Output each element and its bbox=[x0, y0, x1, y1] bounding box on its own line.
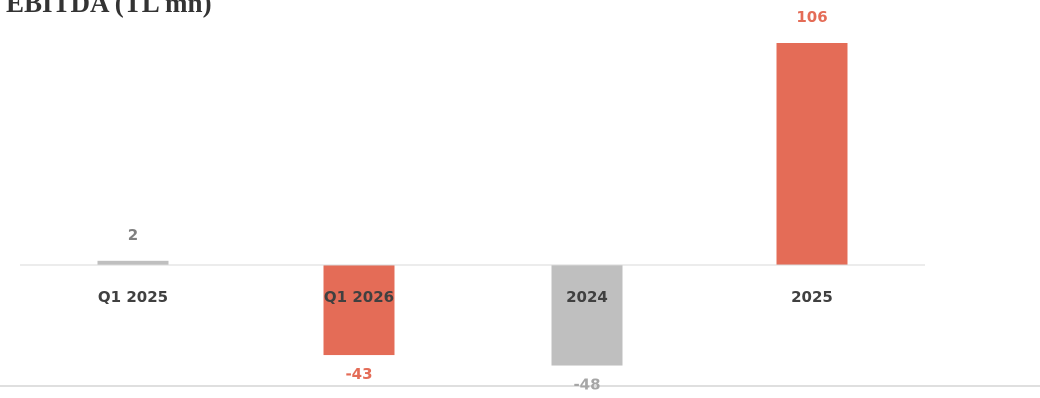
tick-label-q1-2026: Q1 2026 bbox=[324, 288, 394, 306]
bar-q1-2025 bbox=[97, 260, 169, 265]
bar-2025 bbox=[776, 43, 848, 265]
bar-2024 bbox=[551, 265, 623, 366]
data-label-q1-2026: -43 bbox=[345, 365, 372, 383]
chart-title: EBITDA (TL mn) bbox=[6, 0, 212, 18]
tick-label-2024: 2024 bbox=[566, 288, 608, 306]
data-label-2025: 106 bbox=[796, 8, 827, 26]
data-label-q1-2025: 2 bbox=[128, 226, 138, 244]
tick-label-q1-2025: Q1 2025 bbox=[98, 288, 168, 306]
bar-q1-2026 bbox=[323, 265, 395, 356]
data-label-2024: -48 bbox=[573, 376, 600, 394]
tick-label-2025: 2025 bbox=[791, 288, 833, 306]
